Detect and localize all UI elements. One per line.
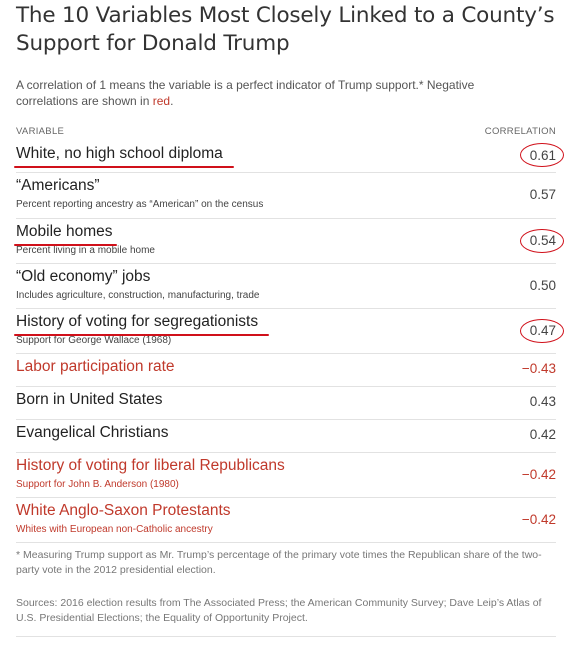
chart-title: The 10 Variables Most Closely Linked to …	[16, 3, 555, 56]
table-row: Evangelical Christians 0.42	[16, 419, 556, 453]
table-row: Born in United States 0.43	[16, 386, 556, 420]
red-underline-annotation	[14, 244, 117, 246]
table-row: History of voting for liberal Republican…	[16, 452, 556, 498]
variable-name: Labor participation rate	[16, 358, 175, 375]
variable-name: “Old economy” jobs	[16, 268, 151, 285]
subtitle-end: .	[170, 94, 174, 108]
table-row: White Anglo-Saxon Protestants Whites with…	[16, 497, 556, 543]
correlation-value: 0.43	[529, 394, 556, 409]
bottom-divider	[16, 636, 556, 637]
red-circle-annotation	[520, 143, 564, 167]
variable-name: White, no high school diploma	[16, 145, 223, 162]
variable-name: “Americans”	[16, 177, 100, 194]
column-header-correlation: CORRELATION	[484, 126, 556, 137]
variable-name: History of voting for liberal Republican…	[16, 457, 285, 474]
variable-description: Percent living in a mobile home	[16, 245, 155, 256]
correlation-value: −0.42	[521, 512, 556, 527]
subtitle-text: A correlation of 1 means the variable is…	[16, 78, 475, 108]
table-row: History of voting for segregationists Sup…	[14, 308, 564, 354]
variable-description: Support for George Wallace (1968)	[16, 335, 172, 346]
table-row: Mobile homes Percent living in a mobile h…	[14, 218, 564, 264]
variable-name: Mobile homes	[16, 223, 113, 240]
subtitle-red-word: red	[152, 94, 171, 108]
variable-name: History of voting for segregationists	[16, 313, 259, 330]
variable-description: Whites with European non-Catholic ancest…	[16, 524, 213, 535]
variable-name: White Anglo-Saxon Protestants	[16, 502, 231, 519]
correlation-value: 0.50	[529, 278, 556, 293]
table-row: White, no high school diploma 0.61	[14, 140, 564, 173]
chart-subtitle: A correlation of 1 means the variable is…	[16, 77, 536, 109]
variable-name: Born in United States	[16, 391, 163, 408]
footnote: * Measuring Trump support as Mr. Trump’s…	[16, 549, 542, 576]
variable-description: Includes agriculture, construction, manu…	[16, 290, 260, 301]
red-underline-annotation	[14, 334, 269, 336]
variable-description: Percent reporting ancestry as “American”…	[16, 199, 264, 210]
variable-name: Evangelical Christians	[16, 424, 169, 441]
column-header-variable: VARIABLE	[16, 126, 65, 137]
sources-note: Sources: 2016 election results from The …	[16, 597, 542, 624]
red-underline-annotation	[14, 166, 234, 168]
red-circle-annotation	[520, 319, 564, 343]
variable-description: Support for John B. Anderson (1980)	[16, 479, 179, 490]
table-row: Labor participation rate −0.43	[16, 353, 556, 387]
correlation-value: 0.42	[529, 427, 556, 442]
red-circle-annotation	[520, 229, 564, 253]
table-row: “Old economy” jobs Includes agriculture, …	[16, 263, 556, 309]
correlation-value: −0.42	[521, 467, 556, 482]
correlation-value: 0.57	[529, 187, 556, 202]
correlation-value: −0.43	[521, 361, 556, 376]
table-row: “Americans” Percent reporting ancestry as…	[16, 172, 556, 219]
